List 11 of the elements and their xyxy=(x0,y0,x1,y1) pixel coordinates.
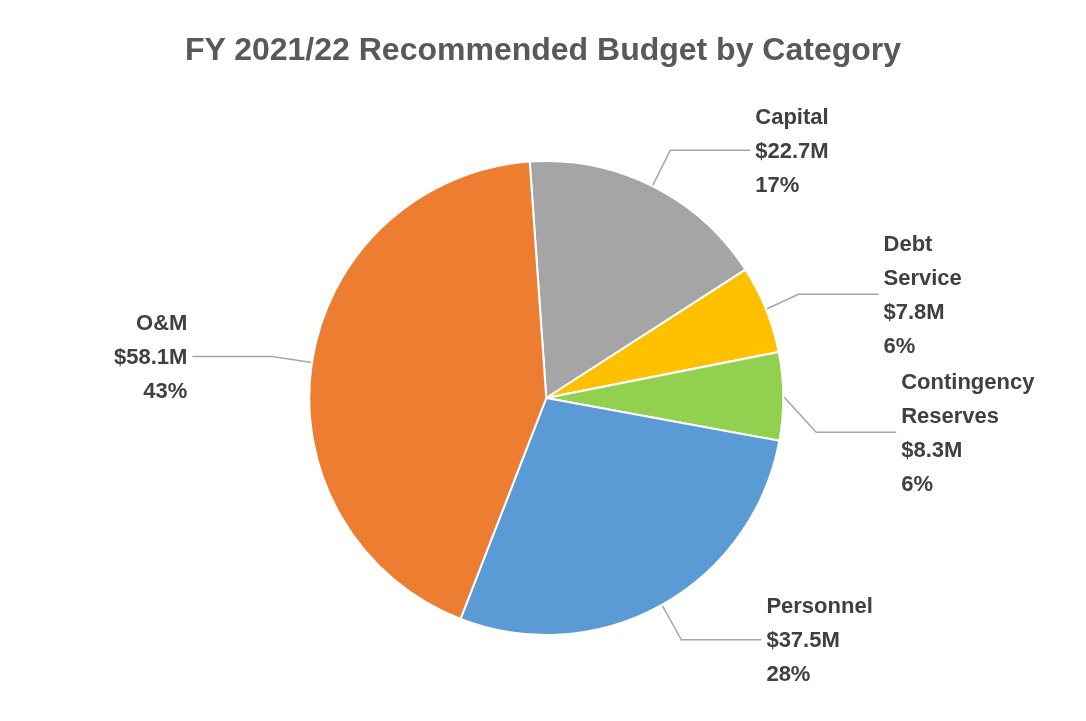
data-label: $7.8M 6% xyxy=(883,298,945,358)
chart-title: FY 2021/22 Recommended Budget by Category xyxy=(184,31,902,67)
data-label: $8.3M 6% xyxy=(901,436,963,496)
slice-label: O&M xyxy=(136,310,188,336)
slice-label: Personnel xyxy=(766,593,873,619)
slice-label: Debt Service xyxy=(883,230,962,290)
data-label: $37.5M 28% xyxy=(766,627,840,687)
slice-label: Contingency Reserves xyxy=(901,368,1036,428)
data-label: $58.1M 43% xyxy=(113,344,188,404)
slice-label: Capital xyxy=(755,103,829,129)
data-label: $22.7M 17% xyxy=(755,137,829,197)
